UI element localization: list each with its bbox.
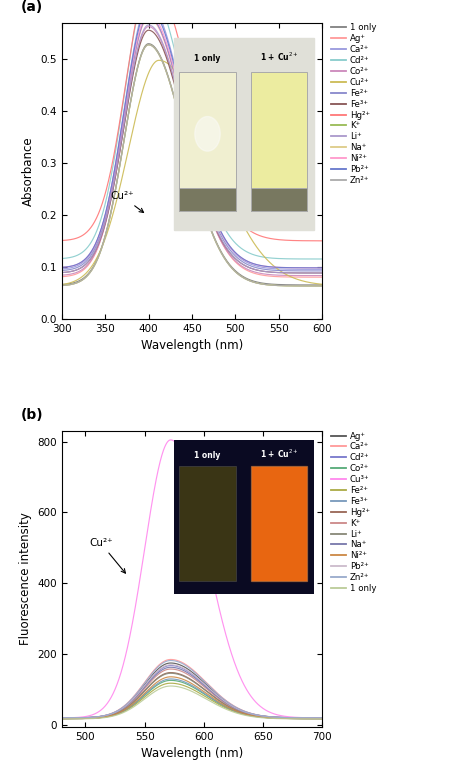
Text: Cu²⁺: Cu²⁺: [89, 538, 126, 573]
X-axis label: Wavelength (nm): Wavelength (nm): [141, 339, 243, 352]
Text: (a): (a): [21, 0, 44, 14]
X-axis label: Wavelength (nm): Wavelength (nm): [141, 747, 243, 760]
Text: Cu²⁺: Cu²⁺: [110, 191, 144, 213]
Text: (b): (b): [21, 409, 44, 422]
Y-axis label: Fluorescence intensity: Fluorescence intensity: [18, 513, 32, 646]
Legend: Ag⁺, Ca²⁺, Cd²⁺, Co²⁺, Cu³⁺, Fe²⁺, Fe³⁺, Hg²⁺, K⁺, Li⁺, Na⁺, Ni²⁺, Pb²⁺, Zn²⁺, 1: Ag⁺, Ca²⁺, Cd²⁺, Co²⁺, Cu³⁺, Fe²⁺, Fe³⁺,…: [328, 428, 380, 597]
Legend: 1 only, Ag⁺, Ca²⁺, Cd²⁺, Co²⁺, Cu²⁺, Fe²⁺, Fe³⁺, Hg²⁺, K⁺, Li⁺, Na⁺, Ni²⁺, Pb²⁺,: 1 only, Ag⁺, Ca²⁺, Cd²⁺, Co²⁺, Cu²⁺, Fe²…: [328, 20, 380, 188]
Y-axis label: Absorbance: Absorbance: [22, 136, 35, 206]
